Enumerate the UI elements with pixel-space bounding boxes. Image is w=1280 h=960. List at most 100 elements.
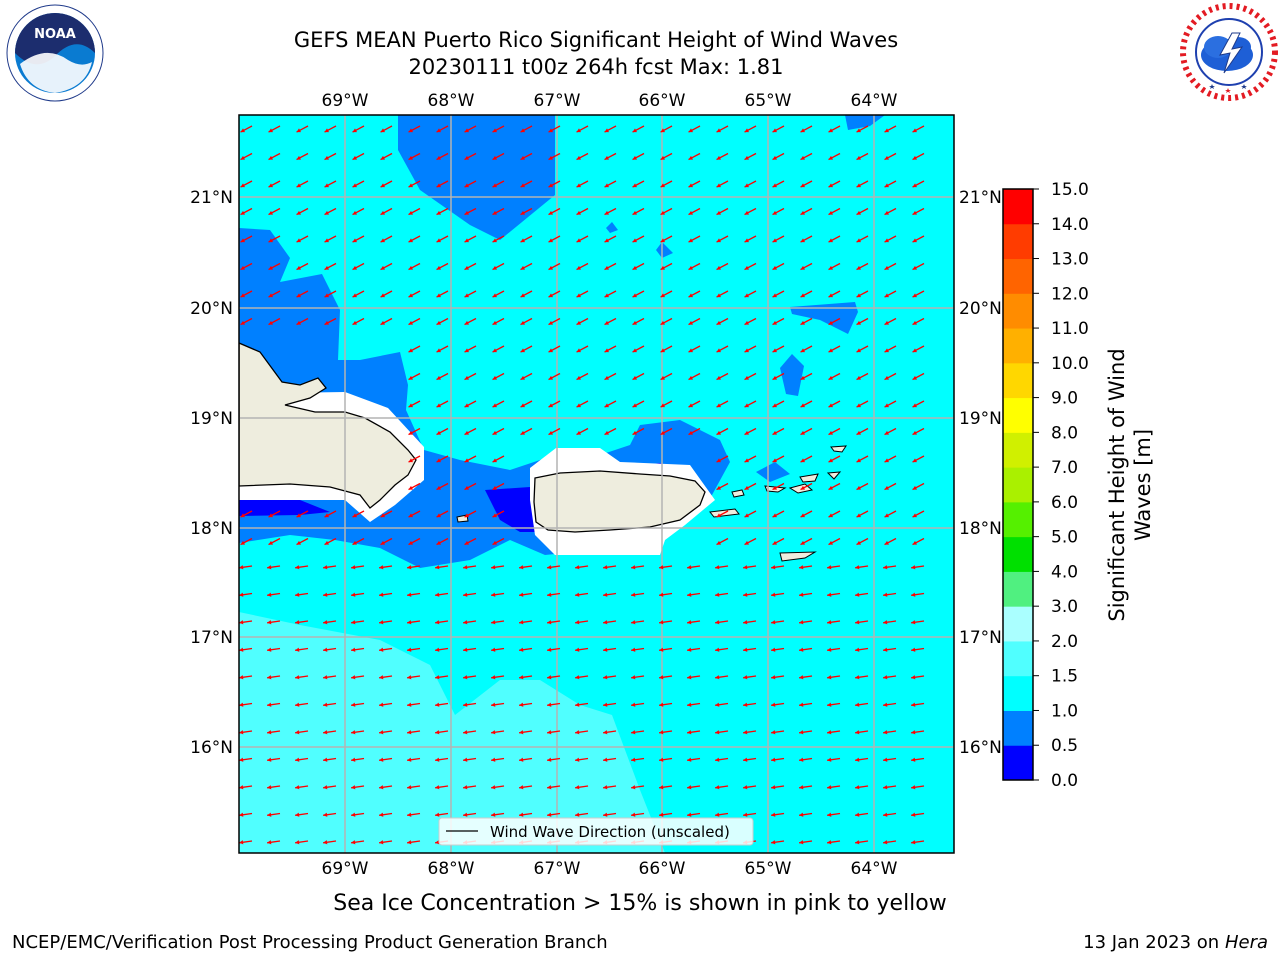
wind-arrow-head [463,812,468,817]
wind-arrow-head [772,485,778,490]
wind-arrow-head [464,238,470,243]
wind-arrow-head [520,238,526,243]
wind-arrow-head [800,513,806,518]
wind-arrow-head [828,540,834,545]
wind-arrow-head [771,675,776,680]
wind-arrow-head [884,513,890,518]
wind-arrow-head [632,128,638,133]
wind-arrow-head [855,620,860,625]
wind-arrow-head [379,730,384,735]
map-frame [238,114,955,854]
lat-label-left: 20°N [190,299,233,319]
wind-arrow-head [911,840,916,845]
wave-field-patch [780,354,804,396]
wind-arrow-head [576,375,582,380]
wind-arrow-head [911,675,916,680]
wind-arrow-head [604,265,610,270]
lon-label-top: 69°W [322,91,369,111]
wind-arrow-head [716,183,722,188]
wind-arrow-head [239,840,244,845]
virgin-islands [799,473,819,483]
wind-arrow-head [604,155,610,160]
wind-arrow-head [408,375,414,380]
wind-arrow-head [884,403,890,408]
noaa-logo: NOAA [6,4,104,102]
wind-arrow-head [799,702,804,707]
colorbar-frame [1002,188,1034,781]
wind-arrow-head [632,320,638,325]
wind-arrow-head [883,702,888,707]
wind-arrow-head [352,293,358,298]
wind-arrow-head [436,320,442,325]
wind-arrow-head [883,840,888,845]
colorbar-tick-label: 12.0 [1051,284,1089,304]
wind-arrow-head [408,458,414,463]
wind-arrow-head [800,403,806,408]
wind-arrow-head [855,675,860,680]
wind-arrow-head [295,757,300,762]
wind-arrow-head [324,540,330,545]
wind-arrow-head [379,840,384,845]
wind-arrow-head [575,785,580,790]
wind-arrow-head [800,265,806,270]
wind-arrow-head [408,485,414,490]
wind-arrow-head [912,238,918,243]
wind-arrow-head [519,620,524,625]
wind-arrow-head [716,540,722,545]
wind-arrow-head [799,840,804,845]
wind-arrow-head [884,458,890,463]
lon-label-top: 68°W [428,91,475,111]
wind-arrow-head [491,675,496,680]
wind-arrow-head [463,675,468,680]
wind-arrow-head [799,620,804,625]
wind-arrow-head [491,565,496,570]
wind-arrow-head [323,757,328,762]
wind-arrow-head [912,403,918,408]
wind-arrow-head [659,812,664,817]
wind-arrow-head [492,155,498,160]
wind-arrow-head [352,320,358,325]
wind-arrow-head [324,183,330,188]
wind-arrow-head [464,155,470,160]
wind-arrow-head [659,785,664,790]
wind-arrow-head [715,620,720,625]
wind-arrow-head [911,730,916,735]
wind-arrow-head [772,540,778,545]
wind-arrow-head [827,730,832,735]
wind-arrow-head [379,757,384,762]
wind-arrow-head [296,183,302,188]
wind-arrow-head [408,540,414,545]
wind-arrow-head [604,375,610,380]
colorbar-tick-label: 8.0 [1051,423,1078,443]
lon-label-top: 65°W [745,91,792,111]
wind-arrow-head [632,430,638,435]
wind-arrow-head [771,592,776,597]
wind-arrow-head [239,592,244,597]
wind-arrow-head [800,485,806,490]
sea-ice-caption: Sea Ice Concentration > 15% is shown in … [333,891,947,916]
wind-arrow-head [688,320,694,325]
wind-arrow-head [827,702,832,707]
wind-arrow-head [268,513,274,518]
wind-arrow-head [603,565,608,570]
wind-arrow-head [660,293,666,298]
wind-arrow-head [575,565,580,570]
wind-arrow-head [575,730,580,735]
wind-arrow-head [575,675,580,680]
wind-arrow-head [379,620,384,625]
wind-arrow-head [464,403,470,408]
wind-arrow-head [548,128,554,133]
wind-arrow-head [744,513,750,518]
wind-arrow-head [295,730,300,735]
wind-arrow-head [520,183,526,188]
wind-arrow-head [604,128,610,133]
wind-arrow-head [436,430,442,435]
wind-arrow-head [631,812,636,817]
wind-arrow-head [856,265,862,270]
hispaniola-land [239,342,417,509]
wind-arrow-head [324,293,330,298]
wind-arrow-head [576,403,582,408]
wind-arrow-head [436,403,442,408]
wind-arrow-head [492,210,498,215]
wind-arrow-head [883,620,888,625]
